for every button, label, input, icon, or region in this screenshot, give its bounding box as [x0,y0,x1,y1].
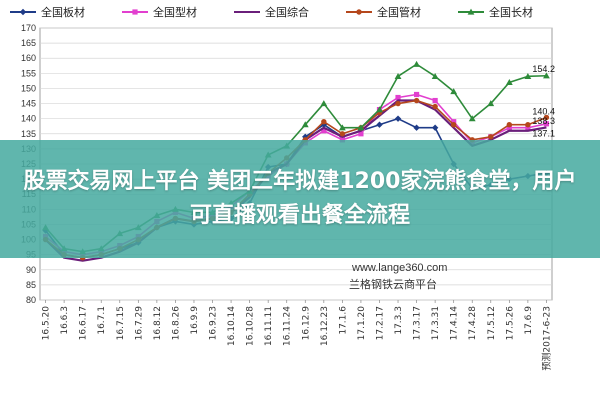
data-point [505,79,513,85]
y-tick-label: 165 [21,38,36,48]
x-tick-label: 16.7.1 [97,306,107,335]
x-tick-label: 16.10.14 [227,306,237,346]
watermark-url: www.lange360.com [352,262,448,274]
data-point [543,114,550,121]
series-end-label: 137.1 [532,128,555,138]
x-tick-label: 17.6.9 [524,306,534,335]
data-point [431,124,439,131]
data-point [432,97,438,104]
x-tick-label: 17.3.31 [431,306,441,340]
data-point [338,124,346,131]
data-point [506,125,512,131]
data-point [19,8,27,16]
data-point [395,94,401,101]
data-point [450,122,457,128]
x-tick-label: 17.4.14 [450,306,460,341]
data-point [450,88,458,95]
x-tick-label: 16.11.24 [283,306,293,346]
legend-label: 全国型材 [153,5,197,19]
data-point [395,100,401,107]
legend-label: 全国板材 [41,5,85,19]
x-tick-label: 16.12.23 [320,306,330,346]
data-point [357,124,365,131]
x-tick-label: 16.12.9 [301,306,311,341]
x-tick-label: 16.6.3 [60,306,70,335]
headline-title: 股票交易网上平台 美团三年拟建1200家浣熊食堂，用户可直播观看出餐全流程 [23,169,577,228]
x-tick-label: 16.7.15 [116,306,126,340]
x-tick-label: 17.1.6 [338,306,348,335]
headline-banner: 股票交易网上平台 美团三年拟建1200家浣熊食堂，用户可直播观看出餐全流程 [0,140,600,258]
x-tick-label: 16.11.11 [264,306,274,346]
data-point [488,134,494,140]
y-tick-label: 90 [26,265,36,275]
data-point [413,97,420,104]
legend-label: 全国管材 [377,5,421,19]
y-tick-label: 150 [21,83,36,93]
x-tick-label: 16.8.26 [171,306,181,341]
y-tick-label: 155 [21,68,36,78]
data-point [301,121,309,128]
data-point [431,72,439,79]
data-point [376,106,383,113]
x-tick-label: 17.5.12 [487,306,497,340]
x-tick-label: 16.5.20 [42,306,52,341]
data-point [413,91,420,98]
x-tick-label: 16.9.23 [209,306,219,340]
watermark-name: 兰格钢铁云商平台 [349,278,437,291]
data-point [376,121,383,128]
data-point [432,103,438,110]
data-point [468,115,476,122]
x-tick-label: 16.7.29 [134,306,144,341]
x-tick-label: 17.5.26 [505,306,515,341]
series-end-label: 138.3 [532,116,555,126]
data-point [358,131,364,137]
x-tick-label: 17.4.28 [468,306,478,341]
data-point [339,131,346,137]
data-point [451,119,457,125]
legend-label: 全国长材 [489,5,533,19]
data-point [487,100,495,107]
data-point [356,9,362,15]
y-tick-label: 145 [21,99,36,109]
data-point [320,100,328,107]
x-tick-label: 17.2.17 [375,306,385,340]
data-point [467,8,475,15]
data-point [506,122,513,128]
data-point [321,128,327,134]
series-end-label: 140.4 [532,106,555,116]
x-tick-label: 16.8.12 [153,306,163,340]
data-point [132,9,138,15]
series-end-label: 154.2 [532,64,555,74]
data-point [543,72,550,79]
x-tick-label: 17.1.20 [357,306,367,341]
y-tick-label: 135 [21,129,36,139]
y-tick-label: 80 [26,295,36,305]
y-tick-label: 85 [26,280,36,290]
x-tick-label: 预测2017-6-23 [541,306,552,371]
y-tick-label: 140 [21,114,36,124]
x-tick-label: 17.3.3 [394,306,404,335]
legend-label: 全国综合 [265,5,309,19]
y-tick-label: 160 [21,53,36,63]
y-tick-label: 170 [21,23,36,33]
data-point [394,115,402,122]
x-tick-label: 17.3.17 [413,306,423,340]
data-point [543,121,550,127]
data-point [525,122,531,128]
data-point [339,137,345,143]
x-tick-label: 16.6.17 [79,306,89,340]
data-point [413,60,420,67]
data-point [413,124,420,131]
x-tick-label: 16.10.28 [246,306,256,346]
data-point [524,72,532,79]
data-point [394,72,402,79]
x-tick-label: 16.9.9 [190,306,200,335]
data-point [525,125,531,131]
data-point [321,118,327,125]
